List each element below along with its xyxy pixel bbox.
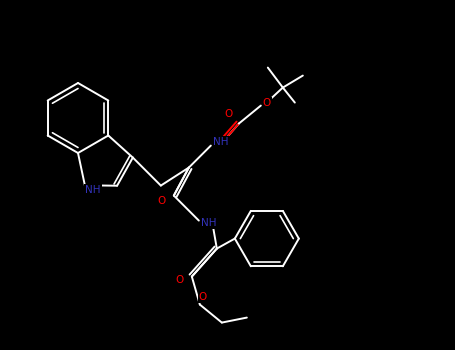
Text: O: O: [199, 292, 207, 302]
Text: O: O: [158, 196, 166, 205]
Text: NH: NH: [85, 185, 101, 195]
Text: NH: NH: [201, 218, 217, 228]
Text: NH: NH: [213, 136, 228, 147]
Text: O: O: [176, 275, 184, 285]
Text: O: O: [225, 108, 233, 119]
Text: O: O: [263, 98, 271, 107]
